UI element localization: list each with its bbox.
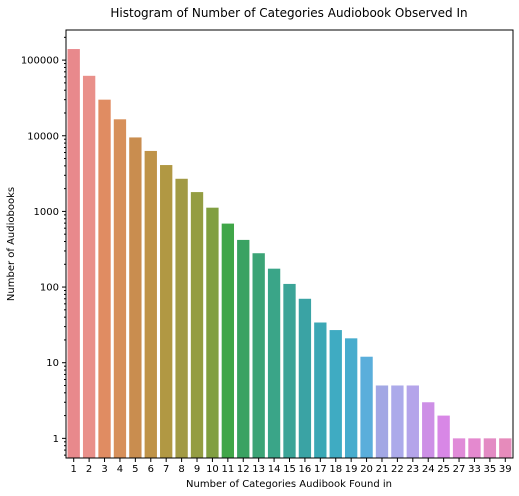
y-tick-label: 100 — [40, 283, 59, 294]
y-axis: 1 10 100 1000 10000 100000 — [21, 36, 66, 456]
x-tick-label: 2 — [86, 464, 92, 475]
bar-9 — [190, 192, 204, 458]
x-tick-label: 4 — [117, 464, 123, 475]
bar-17 — [314, 322, 327, 458]
bar-35 — [483, 438, 497, 458]
bar-12 — [237, 239, 250, 458]
x-tick-label: 8 — [178, 464, 184, 475]
x-tick-label: 16 — [299, 464, 312, 475]
bar-25 — [437, 415, 450, 458]
x-tick-label: 14 — [268, 464, 281, 475]
x-tick-label: 17 — [314, 464, 327, 475]
x-tick-label: 20 — [360, 464, 373, 475]
x-tick-label: 39 — [499, 464, 512, 475]
x-tick-label: 11 — [221, 464, 234, 475]
bar-16 — [298, 298, 312, 458]
bar-23 — [406, 385, 419, 458]
bar-4 — [113, 119, 127, 459]
x-tick-label: 10 — [206, 464, 219, 475]
bar-39 — [499, 438, 512, 458]
x-tick-label: 19 — [345, 464, 358, 475]
bar-13 — [252, 253, 265, 458]
bar-2 — [82, 75, 96, 458]
x-tick-label: 22 — [391, 464, 404, 475]
x-tick-label: 9 — [194, 464, 200, 475]
x-tick-label: 12 — [237, 464, 250, 475]
bar-27 — [452, 438, 466, 458]
y-tick-label: 10000 — [27, 131, 59, 142]
bar-20 — [360, 356, 373, 458]
bar-8 — [175, 178, 188, 458]
x-tick-label: 1 — [71, 464, 77, 475]
bar-19 — [344, 338, 358, 458]
x-axis: 1 2 3 4 5 6 7 8 9 10 11 12 13 14 15 16 17 18 19 20 21 22 23 24 2… — [71, 458, 512, 475]
x-tick-label: 3 — [101, 464, 107, 475]
x-axis-label: Number of Categories Audibook Found in — [186, 479, 392, 490]
bar-6 — [144, 150, 157, 458]
bar-22 — [391, 385, 404, 458]
y-tick-label: 100000 — [21, 56, 59, 67]
bar-7 — [160, 165, 173, 459]
bar-14 — [267, 268, 281, 458]
bar-5 — [129, 137, 142, 458]
y-tick-label: 10 — [46, 358, 59, 369]
x-tick-label: 24 — [422, 464, 435, 475]
y-axis-label: Number of Audiobooks — [6, 187, 17, 301]
y-tick-label: 1000 — [34, 207, 59, 218]
x-tick-label: 5 — [132, 464, 138, 475]
bars-group — [67, 49, 512, 459]
chart-title: Histogram of Number of Categories Audiob… — [110, 6, 467, 20]
bar-33 — [468, 438, 481, 458]
bar-18 — [329, 330, 342, 458]
x-tick-label: 7 — [163, 464, 169, 475]
bar-11 — [221, 223, 235, 458]
x-tick-label: 15 — [283, 464, 296, 475]
bar-24 — [422, 402, 435, 458]
x-tick-label: 35 — [484, 464, 497, 475]
x-tick-label: 6 — [148, 464, 154, 475]
bar-10 — [206, 207, 219, 458]
bar-1 — [67, 49, 80, 459]
x-tick-label: 33 — [468, 464, 481, 475]
x-tick-label: 27 — [453, 464, 466, 475]
bar-21 — [375, 385, 389, 458]
y-tick-label: 1 — [53, 434, 59, 445]
x-tick-label: 23 — [406, 464, 419, 475]
bar-15 — [283, 283, 296, 458]
bar-3 — [98, 99, 111, 458]
x-tick-label: 13 — [252, 464, 265, 475]
x-tick-label: 21 — [376, 464, 389, 475]
x-tick-label: 18 — [329, 464, 342, 475]
x-tick-label: 25 — [437, 464, 450, 475]
